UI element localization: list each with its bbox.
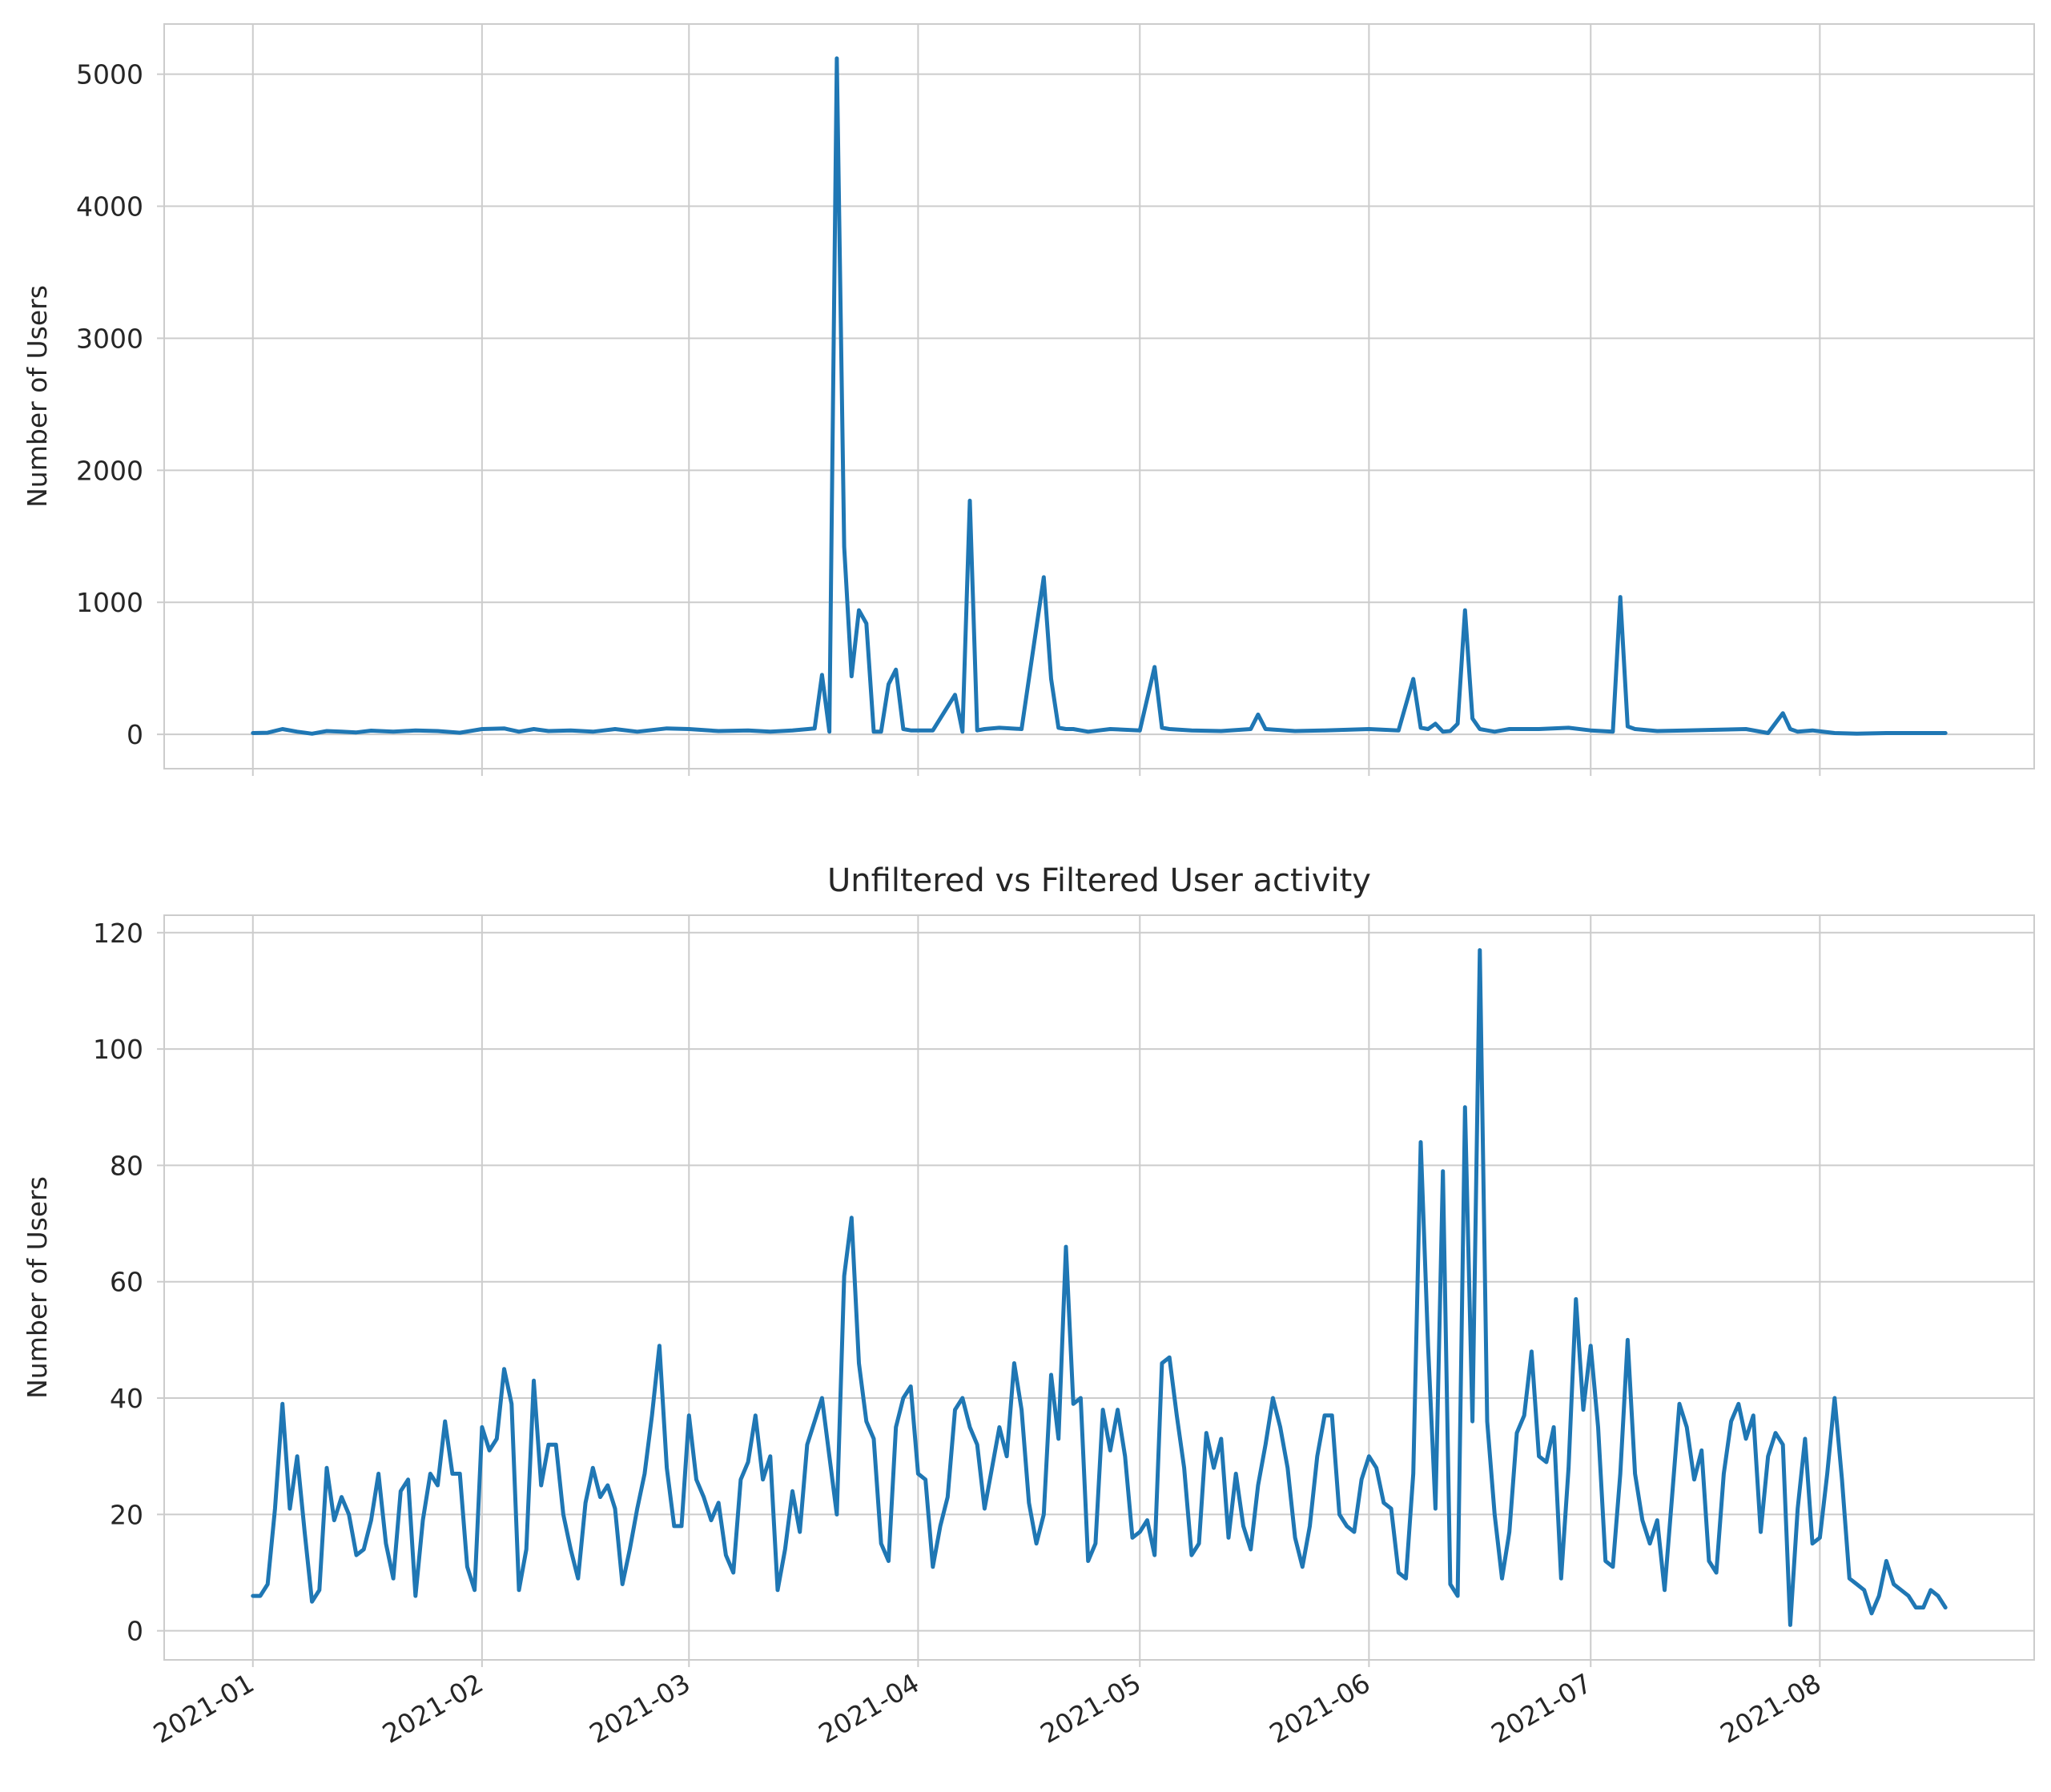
y-tick-label: 80 xyxy=(110,1150,143,1181)
bottom-chart-y-axis-label: Number of Users xyxy=(22,1176,53,1399)
top-chart-frame xyxy=(163,23,2035,769)
y-tick-label: 20 xyxy=(110,1499,143,1530)
y-tick-label: 60 xyxy=(110,1267,143,1298)
bottom-chart-frame xyxy=(163,914,2035,1661)
y-tick-label: 3000 xyxy=(76,323,143,354)
top-chart-y-gridlines xyxy=(157,73,2034,736)
top-chart-y-tick-labels: 0 1000 2000 3000 4000 5000 xyxy=(76,59,143,750)
y-tick-label: 40 xyxy=(110,1383,143,1414)
bottom-chart-x-gridlines xyxy=(251,915,1821,1667)
y-tick-label: 2000 xyxy=(76,455,143,486)
y-tick-label: 0 xyxy=(127,1616,143,1647)
y-tick-label: 100 xyxy=(93,1034,143,1065)
y-tick-label: 1000 xyxy=(76,587,143,618)
bottom-chart-y-tick-labels: 0 20 40 60 80 100 120 xyxy=(93,918,143,1647)
bottom-chart-y-gridlines xyxy=(157,931,2034,1632)
y-tick-label: 0 xyxy=(127,719,143,750)
top-chart-y-axis-label: Number of Users xyxy=(22,285,53,508)
top-chart: 0 1000 2000 3000 4000 5000 Number of Users xyxy=(22,23,2035,776)
y-tick-label: 120 xyxy=(93,918,143,949)
y-tick-label: 5000 xyxy=(76,59,143,90)
bottom-chart-series-line xyxy=(251,948,1948,1627)
top-chart-x-gridlines xyxy=(251,24,1821,776)
y-tick-label: 4000 xyxy=(76,191,143,223)
bottom-chart-title: Unfiltered vs Filtered User activity xyxy=(827,862,1371,899)
top-chart-series-line xyxy=(251,56,1948,736)
